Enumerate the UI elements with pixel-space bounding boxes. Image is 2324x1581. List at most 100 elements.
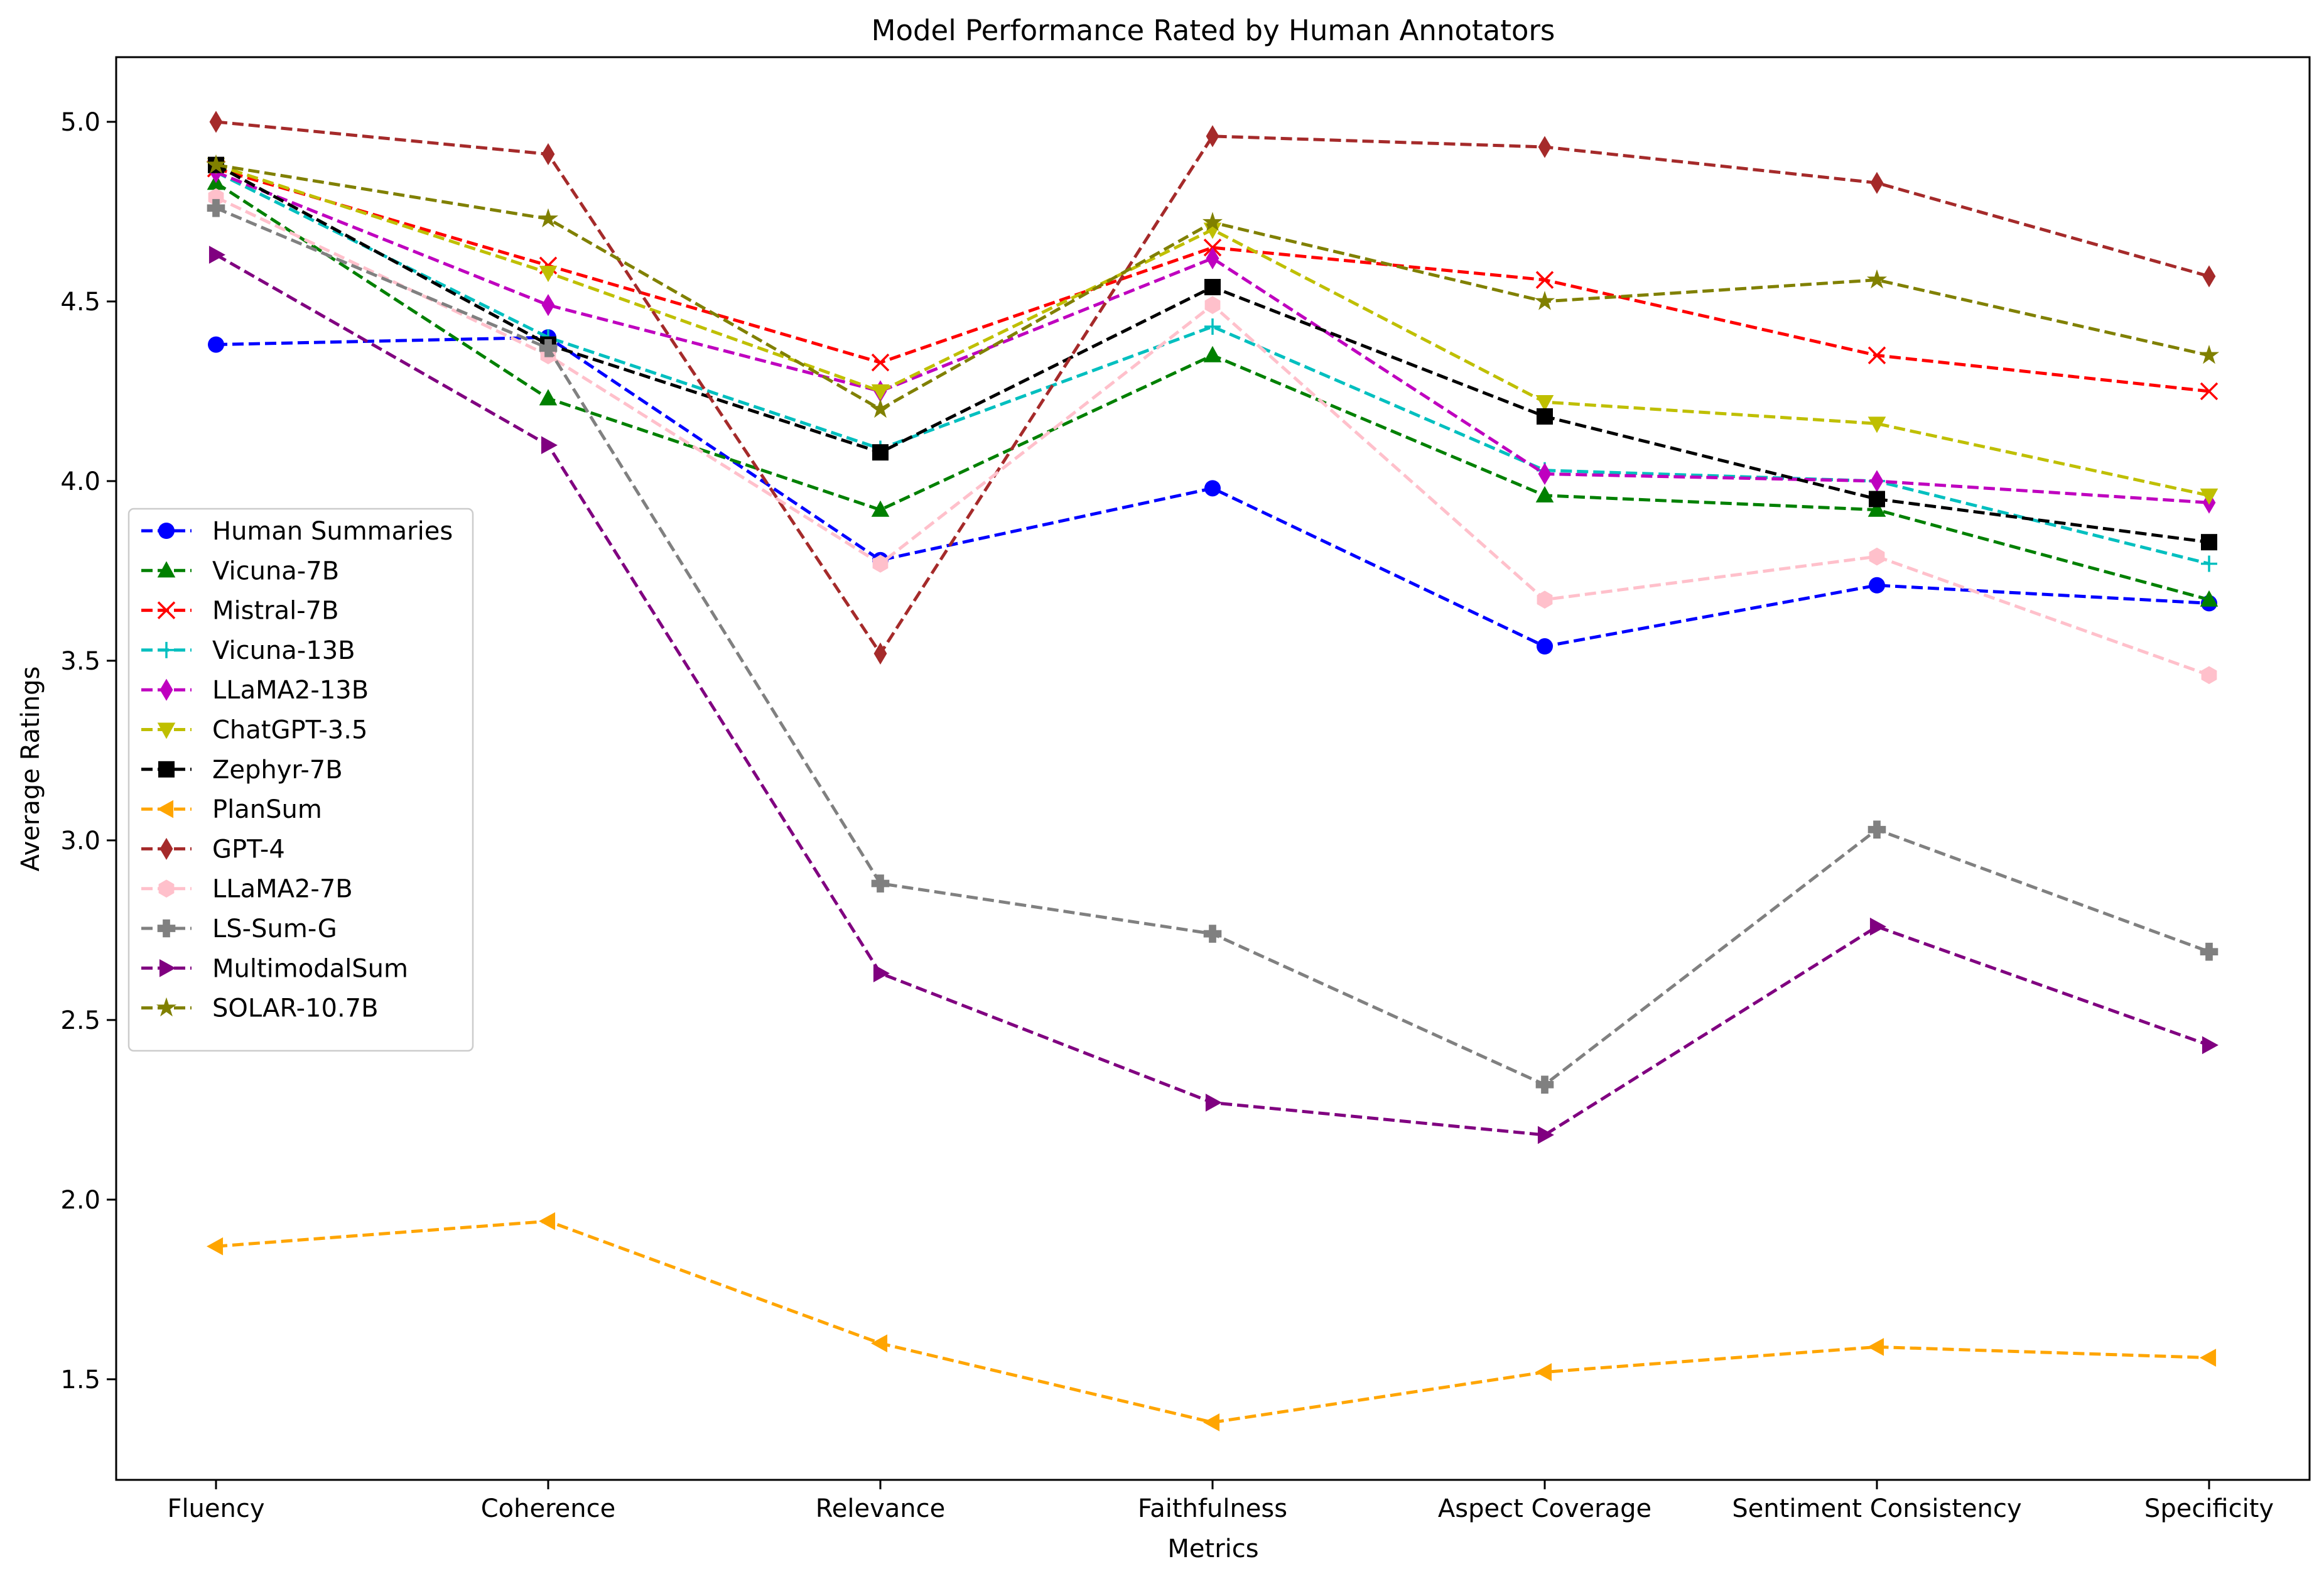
legend-marker: [157, 561, 176, 578]
legend-label: PlanSum: [212, 795, 322, 824]
legend-item: Vicuna-7B: [141, 557, 339, 585]
series-human-summaries: [208, 329, 2217, 655]
series-line: [215, 120, 2210, 657]
legend-marker: [157, 919, 176, 938]
legend-label: ChatGPT-3.5: [212, 716, 367, 745]
legend-marker: [158, 879, 175, 898]
data-point: [1869, 917, 1886, 936]
data-point: [208, 188, 224, 207]
legend-marker: [158, 523, 175, 539]
series-plansum: [207, 1212, 2217, 1432]
series-line: [215, 253, 2210, 1137]
series-vicuna-7b: [207, 173, 2219, 607]
legend-item: Human Summaries: [141, 517, 453, 546]
legend-marker: [156, 997, 177, 1017]
data-point: [1869, 547, 1885, 566]
data-point: [1202, 212, 1223, 231]
series-gpt-4: [209, 111, 2216, 665]
data-point: [1870, 470, 1884, 492]
data-point: [1204, 480, 1221, 497]
x-tick-label: Fluency: [167, 1494, 264, 1523]
data-point: [1535, 486, 1554, 503]
y-tick-label: 4.0: [60, 467, 100, 496]
legend-frame: [127, 508, 474, 1052]
y-tick-label: 3.0: [60, 827, 100, 856]
data-point: [1535, 1363, 1552, 1381]
data-point: [541, 294, 555, 317]
legend-label: Mistral-7B: [212, 597, 339, 626]
legend-label: SOLAR-10.7B: [212, 994, 379, 1023]
legend-label: GPT-4: [212, 835, 285, 864]
legend-item: Mistral-7B: [141, 597, 339, 626]
y-tick-label: 3.5: [60, 647, 100, 676]
legend-item: MultimodalSum: [141, 954, 408, 983]
data-point: [209, 111, 223, 133]
legend-label: LS-Sum-G: [212, 915, 337, 943]
data-point: [1538, 136, 1552, 158]
data-point: [2201, 555, 2217, 572]
x-tick-label: Aspect Coverage: [1438, 1494, 1651, 1523]
x-tick-label: Coherence: [481, 1494, 616, 1523]
data-point: [541, 436, 558, 455]
legend-item: PlanSum: [141, 795, 322, 824]
plot-area: [205, 111, 2220, 1432]
data-point: [1203, 1413, 1220, 1432]
data-point: [1537, 408, 1553, 425]
legend-item: LS-Sum-G: [141, 915, 337, 943]
legend-item: GPT-4: [141, 835, 285, 864]
legend-label: LLaMA2-13B: [212, 676, 369, 705]
y-tick-label: 5.0: [60, 108, 100, 137]
data-point: [870, 398, 891, 418]
y-tick-label: 2.0: [60, 1186, 100, 1215]
series-line: [215, 1219, 2210, 1425]
y-tick-label: 1.5: [60, 1366, 100, 1394]
data-point: [2200, 942, 2219, 961]
data-point: [1867, 346, 1886, 364]
data-point: [1867, 500, 1886, 517]
data-point: [2200, 488, 2219, 505]
data-point: [1206, 247, 1219, 269]
data-point: [2202, 265, 2216, 288]
data-point: [1870, 171, 1884, 194]
y-tick-label: 2.5: [60, 1006, 100, 1035]
data-point: [1203, 925, 1222, 943]
x-tick-label: Relevance: [816, 1494, 945, 1523]
data-point: [1206, 125, 1219, 148]
series-ls-sum-g: [207, 198, 2219, 1094]
data-point: [538, 208, 559, 228]
data-point: [205, 154, 227, 174]
legend-item: LLaMA2-13B: [141, 676, 369, 705]
data-point: [1537, 1126, 1554, 1144]
legend-item: SOLAR-10.7B: [141, 994, 379, 1023]
data-point: [1537, 590, 1553, 609]
legend-marker: [159, 959, 176, 977]
series-solar-10-7b: [205, 154, 2220, 418]
data-point: [208, 336, 224, 353]
legend-marker: [158, 761, 175, 778]
legend-label: Vicuna-13B: [212, 636, 355, 665]
legend-marker: [157, 722, 176, 739]
legend: Human Summaries Vicuna-7B Mistral-7B Vicuna…: [127, 508, 474, 1052]
series-multimodalsum: [208, 246, 2219, 1144]
data-point: [2202, 1036, 2219, 1055]
data-point: [871, 353, 890, 372]
x-tick-label: Sentiment Consistency: [1732, 1494, 2021, 1523]
data-point: [1869, 491, 1885, 508]
data-point: [1537, 638, 1553, 655]
legend-label: Zephyr-7B: [212, 756, 343, 785]
data-point: [1867, 416, 1886, 433]
data-point: [1867, 1338, 1884, 1356]
data-point: [2200, 382, 2219, 401]
legend-item: Vicuna-13B: [141, 636, 355, 665]
data-point: [871, 874, 890, 893]
data-point: [1205, 1094, 1222, 1112]
data-point: [2201, 534, 2217, 551]
data-point: [871, 1334, 888, 1352]
data-point: [1203, 345, 1222, 362]
legend-marker: [159, 678, 173, 701]
chart-title: Model Performance Rated by Human Annotat…: [872, 14, 1555, 47]
data-point: [872, 555, 889, 573]
data-point: [539, 266, 558, 283]
data-point: [873, 964, 890, 982]
data-point: [2200, 1349, 2217, 1367]
